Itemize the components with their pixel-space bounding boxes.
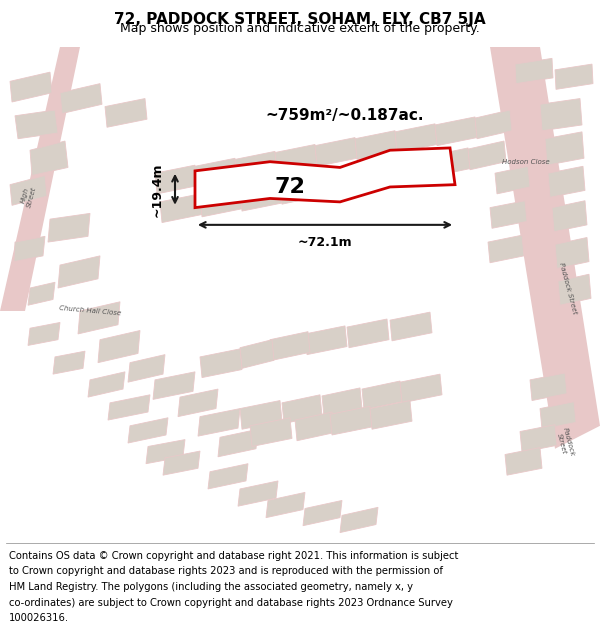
Polygon shape: [14, 236, 45, 262]
Polygon shape: [98, 331, 140, 362]
Polygon shape: [540, 402, 576, 429]
Polygon shape: [515, 58, 553, 84]
Polygon shape: [317, 169, 357, 198]
Polygon shape: [235, 151, 277, 180]
Polygon shape: [48, 213, 90, 242]
Polygon shape: [28, 282, 55, 305]
Polygon shape: [275, 144, 317, 173]
Polygon shape: [490, 201, 527, 228]
Polygon shape: [128, 418, 168, 443]
Polygon shape: [28, 322, 60, 346]
Polygon shape: [195, 148, 455, 208]
Polygon shape: [163, 451, 200, 475]
Polygon shape: [295, 412, 334, 441]
Polygon shape: [200, 349, 242, 378]
Polygon shape: [240, 401, 282, 429]
Text: 72, PADDOCK STREET, SOHAM, ELY, CB7 5JA: 72, PADDOCK STREET, SOHAM, ELY, CB7 5JA: [114, 12, 486, 27]
Polygon shape: [10, 72, 52, 102]
Text: HM Land Registry. The polygons (including the associated geometry, namely x, y: HM Land Registry. The polygons (includin…: [9, 582, 413, 592]
Polygon shape: [60, 84, 102, 114]
Polygon shape: [395, 124, 437, 152]
Text: ~19.4m: ~19.4m: [151, 162, 163, 216]
Polygon shape: [475, 110, 512, 139]
Polygon shape: [58, 256, 100, 288]
Polygon shape: [505, 448, 542, 475]
Text: High
Street: High Street: [19, 184, 37, 208]
Polygon shape: [558, 274, 591, 305]
Polygon shape: [303, 501, 342, 526]
Polygon shape: [108, 395, 150, 420]
Polygon shape: [488, 235, 524, 262]
Polygon shape: [30, 141, 68, 176]
Polygon shape: [178, 389, 218, 417]
Polygon shape: [53, 351, 85, 374]
Text: Hodson Close: Hodson Close: [502, 159, 550, 165]
Polygon shape: [240, 182, 282, 211]
Polygon shape: [545, 132, 584, 165]
Text: Paddock Street: Paddock Street: [558, 261, 578, 314]
Polygon shape: [266, 492, 305, 518]
Polygon shape: [238, 481, 278, 506]
Text: to Crown copyright and database rights 2023 and is reproduced with the permissio: to Crown copyright and database rights 2…: [9, 566, 443, 576]
Polygon shape: [160, 194, 202, 222]
Polygon shape: [250, 418, 292, 446]
Polygon shape: [355, 162, 395, 191]
Polygon shape: [330, 406, 372, 435]
Text: 100026316.: 100026316.: [9, 613, 69, 623]
Polygon shape: [347, 319, 389, 348]
Text: ~72.1m: ~72.1m: [298, 236, 352, 249]
Polygon shape: [370, 401, 412, 429]
Polygon shape: [305, 326, 347, 354]
Text: Map shows position and indicative extent of the property.: Map shows position and indicative extent…: [120, 22, 480, 35]
Polygon shape: [355, 131, 397, 159]
Polygon shape: [315, 138, 357, 166]
Polygon shape: [15, 110, 58, 139]
Polygon shape: [0, 47, 80, 311]
Text: ~759m²/~0.187ac.: ~759m²/~0.187ac.: [266, 108, 424, 123]
Polygon shape: [155, 165, 197, 194]
Text: Church Hall Close: Church Hall Close: [59, 305, 121, 317]
Polygon shape: [78, 302, 120, 334]
Polygon shape: [198, 409, 240, 436]
Polygon shape: [322, 388, 362, 417]
Polygon shape: [400, 374, 442, 403]
Polygon shape: [490, 47, 600, 449]
Polygon shape: [280, 176, 320, 204]
Polygon shape: [540, 99, 582, 131]
Polygon shape: [240, 339, 274, 368]
Polygon shape: [468, 141, 506, 170]
Polygon shape: [520, 424, 557, 452]
Text: Paddock
Street: Paddock Street: [555, 427, 575, 459]
Polygon shape: [10, 176, 47, 206]
Polygon shape: [555, 238, 589, 269]
Polygon shape: [128, 354, 165, 382]
Text: Contains OS data © Crown copyright and database right 2021. This information is : Contains OS data © Crown copyright and d…: [9, 551, 458, 561]
Polygon shape: [200, 188, 242, 217]
Polygon shape: [552, 201, 587, 232]
Polygon shape: [555, 64, 593, 89]
Polygon shape: [430, 148, 470, 177]
Polygon shape: [393, 155, 432, 184]
Polygon shape: [340, 508, 378, 532]
Text: co-ordinates) are subject to Crown copyright and database rights 2023 Ordnance S: co-ordinates) are subject to Crown copyr…: [9, 598, 453, 608]
Polygon shape: [495, 166, 530, 194]
Polygon shape: [530, 373, 567, 401]
Polygon shape: [146, 439, 185, 464]
Polygon shape: [548, 166, 585, 198]
Polygon shape: [153, 372, 195, 399]
Polygon shape: [435, 117, 477, 146]
Polygon shape: [208, 464, 248, 489]
Polygon shape: [270, 332, 310, 361]
Text: 72: 72: [275, 177, 305, 197]
Polygon shape: [390, 312, 432, 341]
Polygon shape: [105, 99, 147, 127]
Polygon shape: [282, 395, 322, 424]
Polygon shape: [362, 381, 402, 410]
Polygon shape: [195, 158, 237, 187]
Polygon shape: [218, 429, 258, 457]
Polygon shape: [88, 372, 125, 397]
